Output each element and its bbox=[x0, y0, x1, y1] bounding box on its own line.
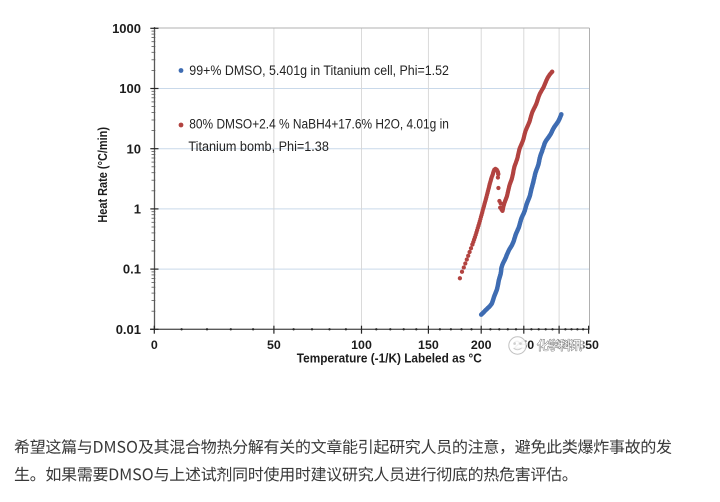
svg-text:0.1: 0.1 bbox=[123, 262, 141, 277]
svg-text:Temperature (-1/K) Labeled as: Temperature (-1/K) Labeled as °C bbox=[297, 350, 483, 365]
svg-text:150: 150 bbox=[418, 338, 439, 352]
svg-text:0: 0 bbox=[151, 338, 158, 352]
svg-text:100: 100 bbox=[351, 338, 372, 352]
svg-text:10: 10 bbox=[127, 141, 141, 156]
svg-text:200: 200 bbox=[471, 338, 492, 352]
svg-text:1: 1 bbox=[134, 202, 141, 217]
svg-text:100: 100 bbox=[119, 81, 141, 96]
svg-text:99+% DMSO, 5.401g in Titanium: 99+% DMSO, 5.401g in Titanium cell, Phi=… bbox=[189, 63, 449, 78]
svg-text:1000: 1000 bbox=[112, 21, 141, 36]
svg-text:Titanium bomb, Phi=1.38: Titanium bomb, Phi=1.38 bbox=[188, 139, 329, 154]
svg-text:50: 50 bbox=[267, 338, 281, 352]
svg-text:0.01: 0.01 bbox=[116, 322, 141, 337]
svg-text:80% DMSO+2.4 % NaBH4+17.6% H2O: 80% DMSO+2.4 % NaBH4+17.6% H2O, 4.01g in bbox=[189, 117, 449, 132]
svg-text:Heat Rate (°C/min): Heat Rate (°C/min) bbox=[95, 127, 110, 223]
